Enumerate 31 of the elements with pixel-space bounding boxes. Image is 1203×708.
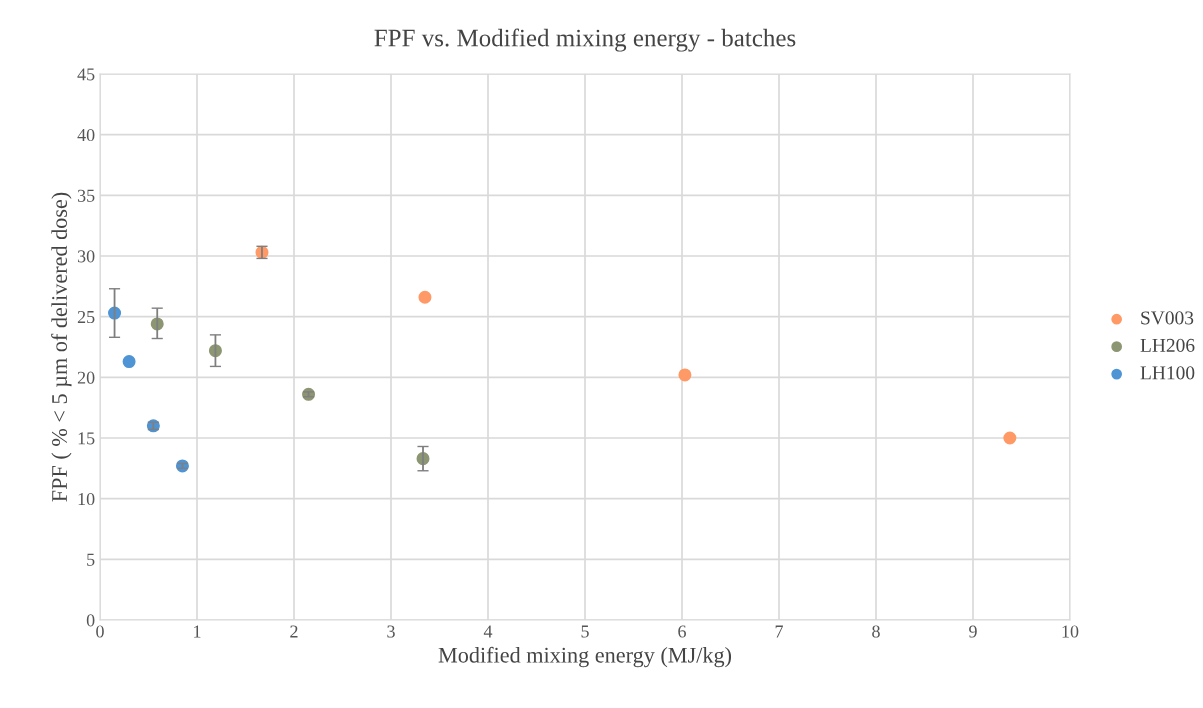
legend-label: LH100 [1140,366,1195,380]
y-tick-label: 30 [77,250,95,263]
y-tick-label: 20 [77,371,95,384]
x-tick-label: 6 [678,625,686,638]
y-axis-title: FPF ( % < 5 µm of delivered dose) [51,192,72,502]
x-tick-label: 10 [1062,625,1079,638]
x-tick-label: 1 [194,625,201,638]
x-tick-label: 2 [290,625,298,638]
y-tick-label: 5 [87,553,95,566]
point [418,290,432,304]
y-tick-label: 15 [78,432,95,445]
y-tick-label: 0 [86,614,95,627]
y-tick-label: 45 [77,68,95,81]
legend-label: SV003 [1141,311,1194,325]
x-tick-label: 7 [775,625,783,638]
legend-label: LH206 [1140,338,1195,352]
x-axis-title: Modified mixing energy (MJ/kg) [438,646,732,668]
point [122,355,136,369]
x-tick-label: 9 [969,625,977,638]
point [1003,431,1017,445]
y-tick-label: 10 [78,492,95,506]
y-tick-label: 40 [77,128,95,142]
x-tick-label: 8 [872,625,880,638]
x-tick-label: 4 [483,625,493,638]
x-tick-label: 3 [387,625,395,638]
y-tick-label: 35 [77,189,95,202]
point [678,368,692,382]
y-tick-label: 25 [77,310,95,324]
x-tick-label: 5 [581,625,589,638]
chart-title: FPF vs. Modified mixing energy - batches [374,28,796,52]
x-tick-label: 0 [96,625,104,638]
